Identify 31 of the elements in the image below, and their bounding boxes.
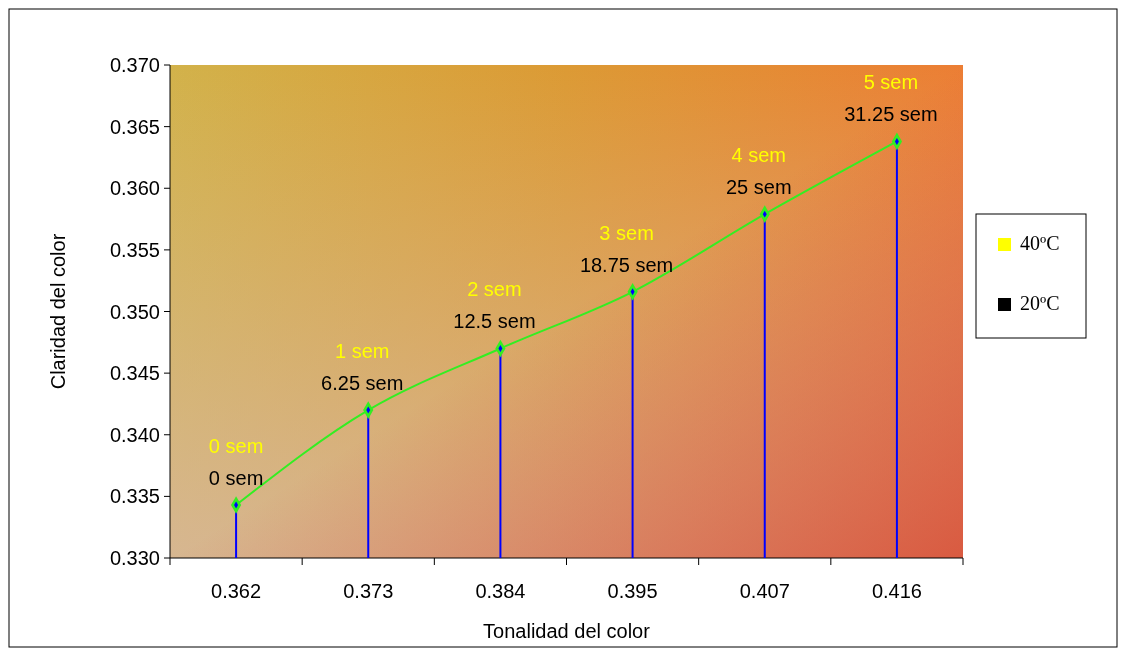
- x-tick-label: 0.416: [871, 580, 922, 602]
- x-axis-title: Tonalidad del color: [483, 620, 651, 642]
- y-tick-label: 0.330: [109, 547, 160, 569]
- y-tick-label: 0.340: [109, 423, 160, 446]
- x-tick-label: 0.384: [475, 580, 526, 602]
- x-tick-label: 0.362: [211, 580, 262, 602]
- y-tick-label: 0.360: [109, 177, 160, 200]
- annotation: 18.75 sem: [579, 253, 674, 276]
- annotation: 25 sem: [725, 176, 792, 199]
- x-tick-label: 0.395: [607, 580, 658, 602]
- y-tick-label: 0.370: [109, 54, 160, 76]
- annotation: 0 sem: [208, 467, 264, 489]
- y-tick-label: 0.350: [109, 300, 160, 323]
- annotation: 6.25 sem: [321, 372, 404, 395]
- x-tick-label: 0.373: [343, 580, 394, 602]
- legend-label: 40ºC: [1020, 232, 1060, 254]
- annotation: 2 sem: [467, 278, 522, 301]
- legend-label: 20ºC: [1020, 292, 1060, 314]
- annotation: 5 sem: [863, 71, 919, 94]
- annotation: 1 sem: [335, 340, 390, 363]
- y-axis-title: Claridad del color: [47, 233, 69, 390]
- y-tick-label: 0.355: [109, 238, 160, 261]
- y-tick-label: 0.335: [109, 485, 160, 508]
- y-tick-label: 0.345: [109, 362, 160, 385]
- y-tick-label: 0.365: [109, 115, 160, 138]
- annotation: 31.25 sem: [844, 103, 938, 126]
- annotation: 3 sem: [599, 221, 654, 244]
- annotation: 4 sem: [731, 144, 786, 167]
- annotation: 0 sem: [208, 435, 264, 457]
- x-tick-label: 0.407: [739, 580, 790, 602]
- annotation: 12.5 sem: [453, 310, 536, 333]
